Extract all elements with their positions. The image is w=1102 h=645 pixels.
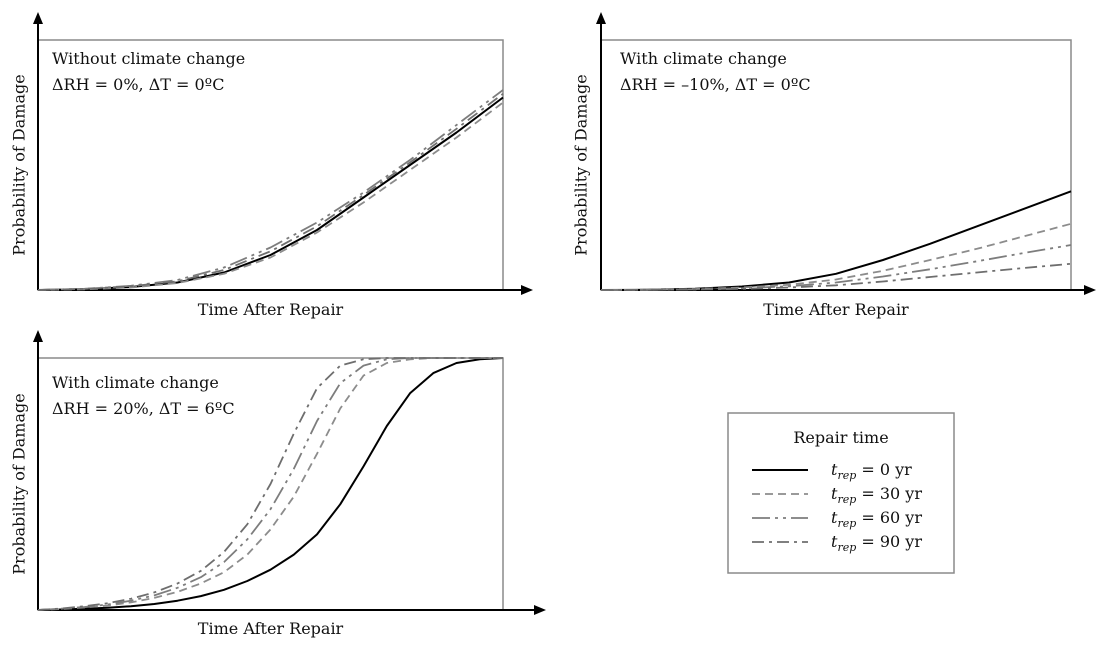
- panel-title: With climate change: [52, 373, 219, 392]
- y-axis-label: Probability of Damage: [572, 74, 591, 255]
- series-line-t0: [37, 96, 504, 291]
- x-axis-label: Time After Repair: [198, 300, 344, 319]
- chart-panel-3: With climate change ΔRH = 20%, ΔT = 6ºC Ti…: [10, 330, 546, 638]
- panel-subtitle: ΔRH = 0%, ΔT = 0ºC: [52, 75, 224, 94]
- series-line-t60: [600, 244, 1072, 291]
- panel-title: With climate change: [620, 49, 787, 68]
- series-line-t60: [37, 89, 504, 291]
- panel-subtitle: ΔRH = 20%, ΔT = 6ºC: [52, 399, 235, 418]
- series-line-t90: [600, 262, 1072, 291]
- x-axis-arrowhead: [1084, 285, 1096, 295]
- panel-title: Without climate change: [52, 49, 245, 68]
- chart-panel-2: With climate change ΔRH = –10%, ΔT = 0ºC T…: [572, 12, 1096, 319]
- panel-subtitle: ΔRH = –10%, ΔT = 0ºC: [620, 75, 811, 94]
- series-line-t90: [37, 93, 504, 291]
- y-axis-arrowhead: [33, 330, 43, 342]
- x-axis-arrowhead: [521, 285, 533, 295]
- legend-label-t60: trep = 60 yr: [831, 508, 922, 530]
- y-axis-arrowhead: [33, 12, 43, 24]
- y-axis-label: Probability of Damage: [10, 74, 29, 255]
- x-axis-label: Time After Repair: [198, 619, 344, 638]
- chart-panel-1: Without climate change ΔRH = 0%, ΔT = 0ºC…: [10, 12, 533, 319]
- series-line-t90: [37, 357, 503, 611]
- y-axis-label: Probability of Damage: [10, 393, 29, 574]
- y-axis-arrowhead: [596, 12, 606, 24]
- legend-label-t0: trep = 0 yr: [831, 460, 912, 482]
- series-line-t0: [600, 190, 1072, 291]
- x-axis-label: Time After Repair: [763, 300, 909, 319]
- series-line-t0: [37, 357, 504, 611]
- legend-label-t30: trep = 30 yr: [831, 484, 922, 506]
- legend-title: Repair time: [793, 428, 888, 447]
- legend-box: [727, 412, 955, 574]
- series-line-t30: [37, 101, 504, 291]
- legend-label-t90: trep = 90 yr: [831, 532, 922, 554]
- x-axis-arrowhead: [534, 605, 546, 615]
